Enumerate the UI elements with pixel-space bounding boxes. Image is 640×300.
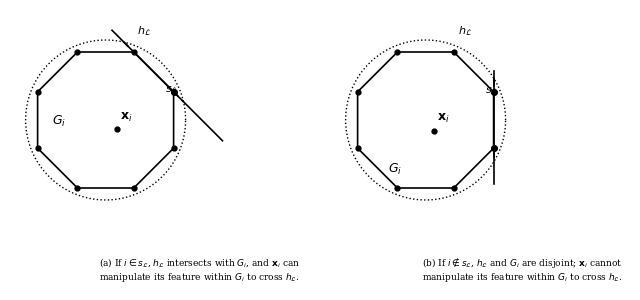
Text: $G_i$: $G_i$ — [52, 114, 66, 129]
Text: $s_{\mathcal{L}}$: $s_{\mathcal{L}}$ — [485, 85, 498, 98]
Text: $h_{\mathcal{L}}$: $h_{\mathcal{L}}$ — [458, 25, 472, 38]
Text: $h_{\mathcal{L}}$: $h_{\mathcal{L}}$ — [137, 25, 151, 38]
Text: $s_{\mathcal{L}}$: $s_{\mathcal{L}}$ — [165, 84, 178, 96]
Text: $\mathbf{x}_i$: $\mathbf{x}_i$ — [120, 110, 133, 124]
Text: (b) If $i \notin s_{\mathcal{L}}$, $h_{\mathcal{L}}$ and $G_i$ are disjoint; $\m: (b) If $i \notin s_{\mathcal{L}}$, $h_{\… — [422, 256, 623, 284]
Text: $G_i$: $G_i$ — [388, 162, 402, 177]
Text: $\mathbf{x}_i$: $\mathbf{x}_i$ — [437, 112, 450, 125]
Text: (a) If $i \in s_{\mathcal{L}}$, $h_{\mathcal{L}}$ intersects with $G_i$, and $\m: (a) If $i \in s_{\mathcal{L}}$, $h_{\mat… — [99, 256, 300, 284]
